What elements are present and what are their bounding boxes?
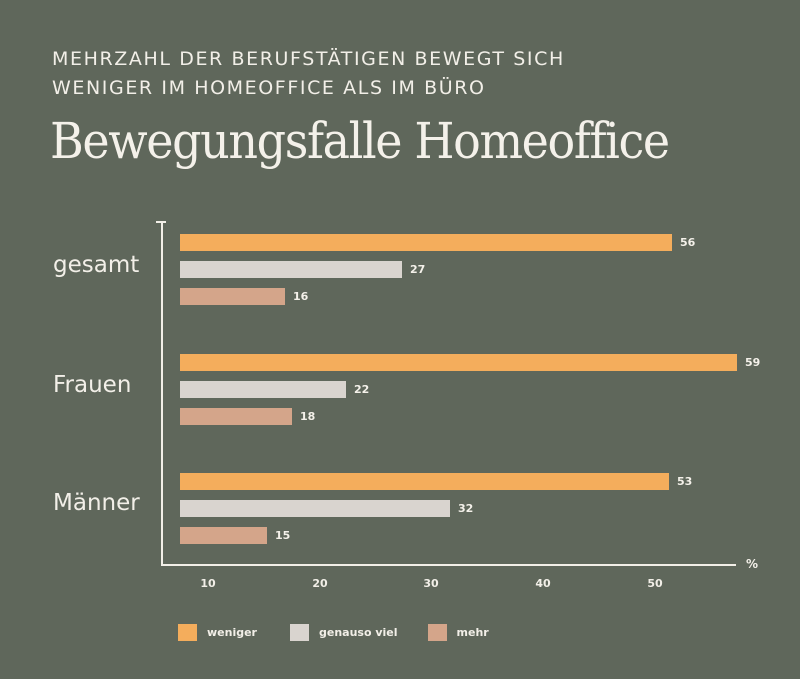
bar-maenner-mehr: [180, 527, 267, 544]
y-axis-top-tick: [156, 221, 166, 223]
x-tick-label: 40: [535, 577, 551, 590]
x-tick-label: 30: [423, 577, 439, 590]
category-label-gesamt: gesamt: [53, 252, 140, 278]
x-axis-unit: %: [746, 557, 759, 571]
x-axis-line: [161, 564, 736, 566]
bar-gesamt-mehr: [180, 288, 285, 305]
y-axis-line: [161, 222, 163, 566]
bar-value-label: 22: [354, 383, 370, 396]
legend-item-mehr: mehr: [427, 624, 489, 641]
subtitle-line-1: MEHRZAHL DER BERUFSTÄTIGEN BEWEGT SICH: [52, 48, 565, 70]
bar-value-label: 16: [293, 290, 309, 303]
bar-value-label: 27: [410, 263, 426, 276]
legend-label: genauso viel: [318, 626, 398, 639]
legend-swatch-mehr: [427, 624, 447, 641]
legend-label: weniger: [207, 626, 257, 639]
bar-frauen-weniger: [180, 354, 737, 371]
subtitle-line-2: WENIGER IM HOMEOFFICE ALS IM BÜRO: [52, 77, 486, 99]
legend-item-genauso-viel: genauso viel: [289, 624, 398, 641]
category-label-frauen: Frauen: [53, 372, 132, 398]
legend-swatch-weniger: [178, 624, 197, 641]
bar-value-label: 56: [680, 236, 696, 249]
bar-maenner-weniger: [180, 473, 669, 490]
x-tick-label: 10: [200, 577, 216, 590]
category-label-maenner: Männer: [53, 490, 140, 516]
bar-value-label: 53: [677, 475, 693, 488]
bar-maenner-genauso-viel: [180, 500, 450, 517]
bar-value-label: 18: [300, 410, 316, 423]
legend-label: mehr: [456, 626, 489, 639]
legend: weniger genauso viel mehr: [178, 624, 522, 641]
chart-title: Bewegungsfalle Homeoffice: [50, 112, 670, 170]
legend-item-weniger: weniger: [178, 624, 257, 641]
x-tick-label: 50: [647, 577, 663, 590]
bar-gesamt-weniger: [180, 234, 672, 251]
bar-value-label: 15: [275, 529, 291, 542]
bar-value-label: 59: [745, 356, 761, 369]
bar-frauen-mehr: [180, 408, 292, 425]
bar-value-label: 32: [458, 502, 474, 515]
x-tick-label: 20: [312, 577, 328, 590]
bar-frauen-genauso-viel: [180, 381, 346, 398]
legend-swatch-genauso-viel: [289, 624, 309, 641]
bar-gesamt-genauso-viel: [180, 261, 402, 278]
subtitle: MEHRZAHL DER BERUFSTÄTIGEN BEWEGT SICH W…: [52, 45, 752, 103]
